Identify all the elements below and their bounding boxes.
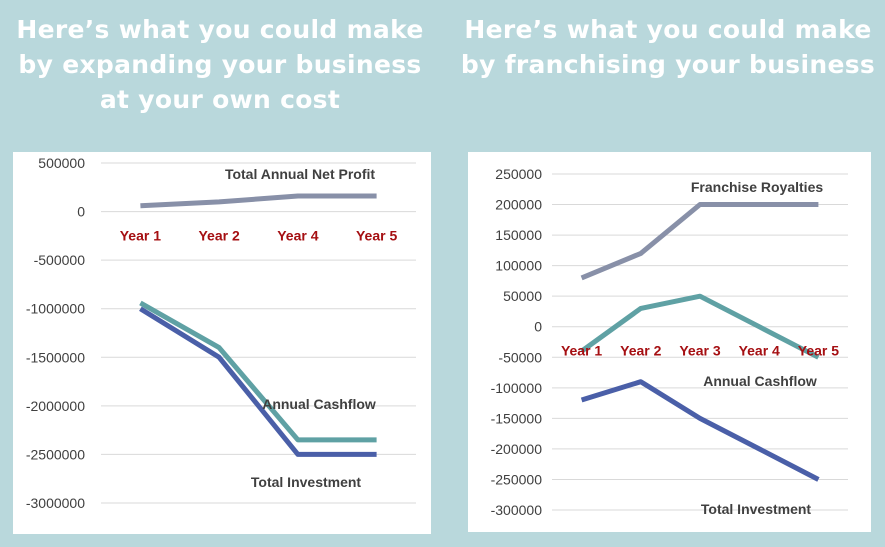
y-tick-label: 0 — [77, 204, 85, 220]
y-tick-label: 250000 — [495, 166, 542, 182]
series-line-3 — [580, 379, 820, 482]
series-line-3 — [139, 306, 377, 457]
series-label-2: Annual Cashflow — [262, 396, 376, 412]
y-tick-label: -2500000 — [26, 446, 85, 462]
y-tick-label: -1500000 — [26, 349, 85, 365]
x-category-label: Year 2 — [198, 228, 239, 244]
series-label-1: Franchise Royalties — [691, 179, 823, 195]
x-category-label: Year 2 — [620, 343, 661, 359]
series-label-2: Annual Cashflow — [703, 373, 817, 389]
y-tick-label: -3000000 — [26, 495, 85, 511]
y-tick-label: -1000000 — [26, 301, 85, 317]
series-line-2 — [139, 300, 377, 443]
x-category-label: Year 1 — [561, 343, 602, 359]
series-label-1: Total Annual Net Profit — [225, 166, 375, 182]
x-category-label: Year 4 — [739, 343, 780, 359]
chart-franchising-svg: 250000 200000 150000 100000 50000 0 -50000 -100… — [491, 166, 848, 518]
headline-expanding: Here’s what you could make by expanding … — [16, 15, 424, 114]
y-tick-label: 150000 — [495, 227, 542, 243]
y-tick-label: -200000 — [491, 441, 543, 457]
y-tick-label: -150000 — [491, 410, 543, 426]
x-category-label: Year 1 — [120, 228, 161, 244]
x-category-label: Year 5 — [798, 343, 839, 359]
y-tick-label: -250000 — [491, 471, 543, 487]
x-category-label: Year 3 — [679, 343, 720, 359]
series-line-2 — [580, 293, 820, 360]
chart-franchising: 250000 200000 150000 100000 50000 0 -50000 -100… — [468, 152, 871, 532]
y-tick-label: 100000 — [495, 258, 542, 274]
x-category-label: Year 5 — [356, 228, 397, 244]
y-tick-label: 200000 — [495, 197, 542, 213]
y-tick-label: 500000 — [38, 155, 85, 171]
chart-expanding-svg: 500000 0 -500000 -1000000 -1500000 -2000000 -2… — [26, 155, 416, 511]
series-label-3: Total Investment — [701, 501, 812, 517]
y-tick-label: -50000 — [498, 349, 542, 365]
series-label-3: Total Investment — [251, 474, 362, 490]
y-tick-label: -100000 — [491, 380, 543, 396]
series-line-1 — [140, 193, 377, 209]
chart-expanding: 500000 0 -500000 -1000000 -1500000 -2000000 -2… — [13, 152, 431, 534]
y-tick-label: -300000 — [491, 502, 543, 518]
headline-franchising: Here’s what you could make by franchisin… — [460, 15, 876, 79]
x-category-label: Year 4 — [277, 228, 318, 244]
y-tick-label: -500000 — [34, 252, 86, 268]
y-tick-label: 50000 — [503, 288, 542, 304]
y-tick-label: 0 — [534, 319, 542, 335]
series-line-1 — [580, 202, 819, 281]
y-tick-label: -2000000 — [26, 398, 85, 414]
